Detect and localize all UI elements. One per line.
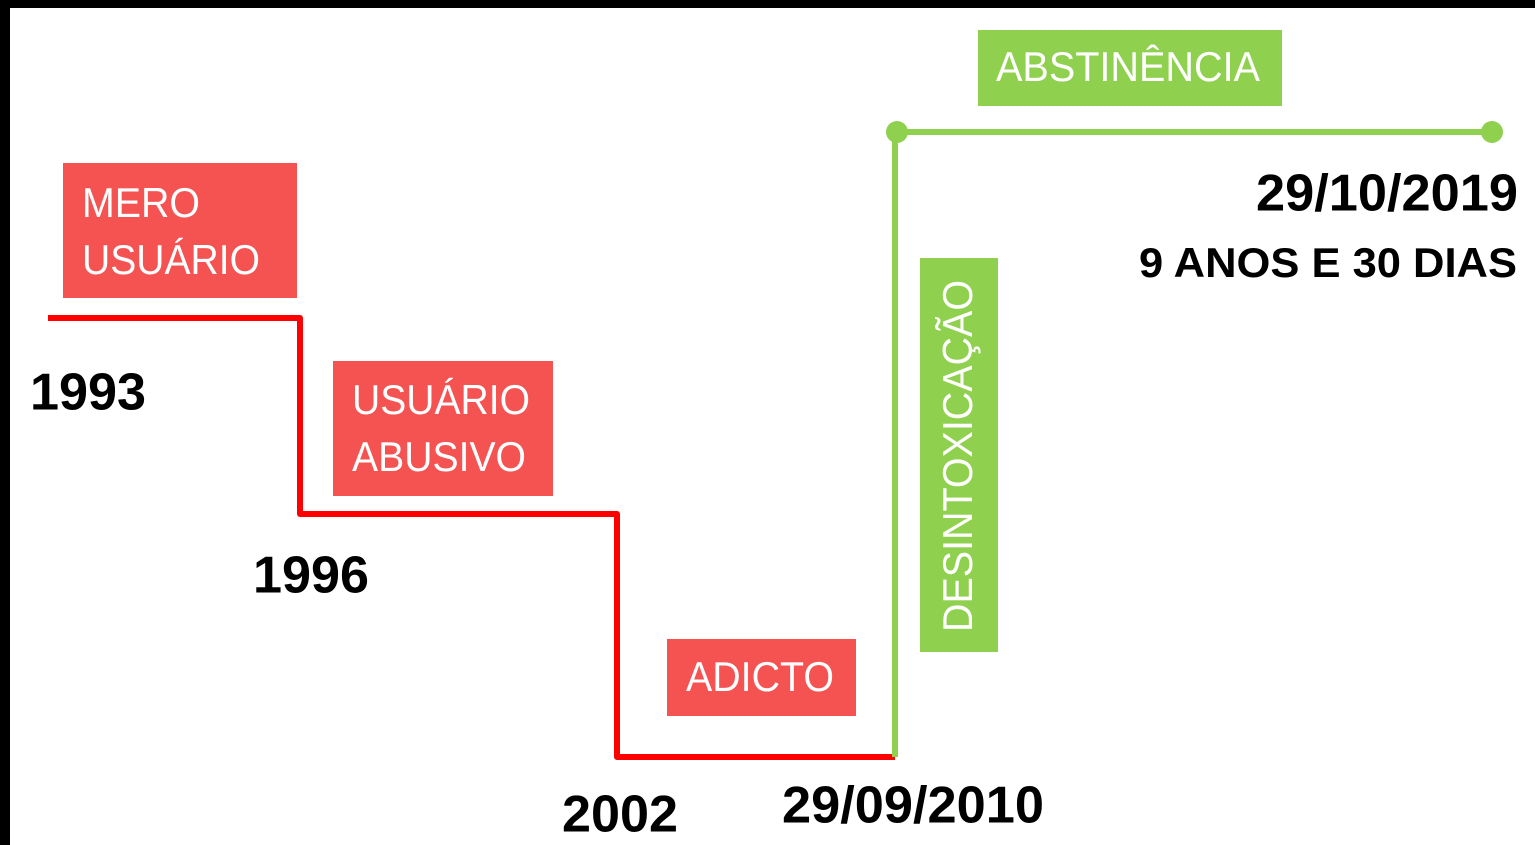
frame-left — [0, 0, 10, 845]
green-dot — [1481, 121, 1503, 143]
stage-label: USUÁRIO — [352, 376, 530, 423]
stage-label: ABUSIVO — [352, 433, 526, 480]
stage-label: USUÁRIO — [82, 236, 260, 283]
duration-label: 9 ANOS E 30 DIAS — [1139, 239, 1517, 286]
stage-box — [63, 163, 297, 298]
stage-box — [920, 258, 998, 652]
date-label: 2002 — [562, 786, 678, 844]
date-label: 29/10/2019 — [1256, 165, 1518, 223]
stage-box — [667, 639, 856, 716]
frame-top — [0, 0, 1535, 8]
date-label: 1993 — [30, 364, 146, 422]
stage-label: ABSTINÊNCIA — [996, 43, 1260, 90]
stage-label: DESINTOXICAÇÃO — [934, 280, 981, 632]
stage-label: ADICTO — [686, 653, 834, 700]
red-step-line — [48, 315, 895, 760]
stage-label: MERO — [82, 179, 200, 226]
date-label: 29/09/2010 — [782, 777, 1044, 835]
date-label: 1996 — [253, 547, 369, 605]
stage-box — [333, 361, 553, 496]
green-dot — [886, 121, 908, 143]
stage-box — [978, 30, 1282, 106]
